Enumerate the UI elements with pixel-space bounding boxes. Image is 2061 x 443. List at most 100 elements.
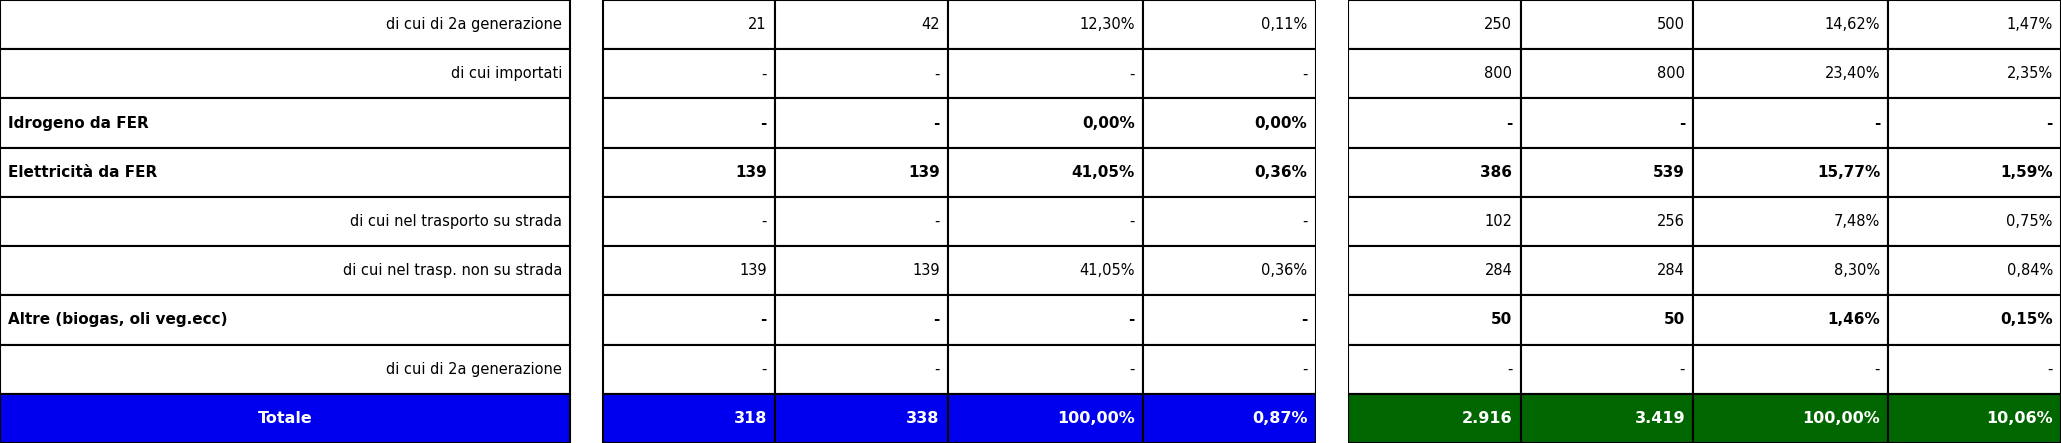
Bar [602,345,775,394]
Text: 0,75%: 0,75% [2005,214,2053,229]
Bar [775,148,948,197]
Bar [775,246,948,295]
Bar [948,148,1144,197]
Text: 7,48%: 7,48% [1834,214,1880,229]
Bar [1348,394,1521,443]
Bar [948,49,1144,98]
Bar [948,295,1144,345]
Bar [1521,49,1694,98]
Text: 1,47%: 1,47% [2007,17,2053,32]
Bar [1694,197,1888,246]
Text: -: - [1873,116,1880,131]
Bar [1144,49,1315,98]
Text: 284: 284 [1484,263,1513,278]
Bar [1144,394,1315,443]
Text: -: - [1507,116,1513,131]
Text: -: - [1129,66,1136,82]
Text: 100,00%: 100,00% [1057,411,1136,426]
Bar [1888,246,2061,295]
Text: -: - [1129,361,1136,377]
Bar [1315,49,1348,98]
Bar [1694,345,1888,394]
Text: -: - [934,66,940,82]
Text: 318: 318 [734,411,767,426]
Bar [1521,246,1694,295]
Text: 386: 386 [1480,165,1513,180]
Text: -: - [763,66,767,82]
Bar [1694,394,1888,443]
Bar [1521,148,1694,197]
Bar [1315,345,1348,394]
Bar [1694,295,1888,345]
Text: 139: 139 [736,165,767,180]
Text: 0,00%: 0,00% [1255,116,1307,131]
Text: Altre (biogas, oli veg.ecc): Altre (biogas, oli veg.ecc) [8,312,229,327]
Bar [775,197,948,246]
Text: -: - [2047,116,2053,131]
Bar [1315,98,1348,148]
Bar [775,295,948,345]
Text: -: - [1876,361,1880,377]
Text: di cui nel trasporto su strada: di cui nel trasporto su strada [350,214,563,229]
Bar [775,0,948,49]
Bar [775,98,948,148]
Text: 8,30%: 8,30% [1834,263,1880,278]
Bar [602,246,775,295]
Text: 250: 250 [1484,17,1513,32]
Bar [1521,197,1694,246]
Bar [1888,98,2061,148]
Bar [1315,148,1348,197]
Bar [1521,345,1694,394]
Text: 0,36%: 0,36% [1261,263,1307,278]
Text: di cui importati: di cui importati [451,66,563,82]
Bar [1694,49,1888,98]
Text: 23,40%: 23,40% [1824,66,1880,82]
Bar [948,98,1144,148]
Text: 2.916: 2.916 [1461,411,1513,426]
Text: -: - [1303,66,1307,82]
Text: 15,77%: 15,77% [1818,165,1880,180]
Text: -: - [1507,361,1513,377]
Text: -: - [1300,312,1307,327]
Bar [0,394,571,443]
Text: 0,00%: 0,00% [1082,116,1136,131]
Bar [1144,246,1315,295]
Bar [1348,197,1521,246]
Bar [1521,394,1694,443]
Text: 1,59%: 1,59% [1999,165,2053,180]
Bar [775,49,948,98]
Bar [1888,148,2061,197]
Text: 284: 284 [1657,263,1686,278]
Bar [1315,295,1348,345]
Bar [602,295,775,345]
Bar [0,345,571,394]
Text: -: - [763,361,767,377]
Bar [602,394,775,443]
Text: 800: 800 [1484,66,1513,82]
Text: -: - [1129,214,1136,229]
Text: -: - [2047,361,2053,377]
Text: -: - [1678,116,1686,131]
Text: Totale: Totale [258,411,313,426]
Bar [1694,246,1888,295]
Bar [1315,246,1348,295]
Bar [775,394,948,443]
Bar [602,98,775,148]
Text: 539: 539 [1653,165,1686,180]
Text: 14,62%: 14,62% [1824,17,1880,32]
Bar [1521,0,1694,49]
Bar [1144,197,1315,246]
Bar [1888,394,2061,443]
Bar [1348,246,1521,295]
Bar [0,295,571,345]
Bar [1315,197,1348,246]
Bar [948,0,1144,49]
Text: 0,11%: 0,11% [1261,17,1307,32]
Text: 42: 42 [921,17,940,32]
Bar [0,246,571,295]
Text: 0,36%: 0,36% [1255,165,1307,180]
Bar [0,197,571,246]
Text: 256: 256 [1657,214,1686,229]
Bar [1348,0,1521,49]
Text: -: - [761,116,767,131]
